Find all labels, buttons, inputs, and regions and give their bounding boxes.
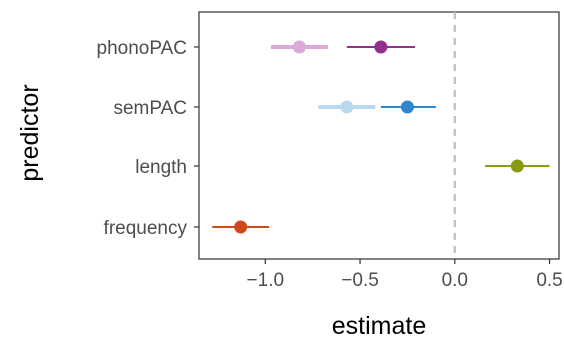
y-tick-label-length: length: [135, 157, 187, 178]
plot-panel-border: [198, 11, 560, 260]
x-tick-label: −1.0: [247, 270, 285, 291]
y-tick-label-phonoPAC: phonoPAC: [97, 38, 188, 59]
y-tick-label-frequency: frequency: [104, 218, 188, 239]
estimate-point-frequency: [234, 220, 248, 234]
y-tick-label-semPAC: semPAC: [113, 98, 187, 119]
estimate-point-semPAC: [340, 100, 354, 114]
x-tick-label: 0.5: [536, 270, 562, 291]
x-tick-label: −0.5: [341, 270, 379, 291]
y-axis-title: predictor: [16, 84, 44, 181]
estimate-point-phonoPAC: [374, 40, 388, 54]
estimate-point-semPAC: [400, 100, 414, 114]
plot-panel: [198, 11, 560, 260]
x-tick-label: 0.0: [442, 270, 468, 291]
estimate-point-length: [510, 159, 524, 173]
estimate-point-phonoPAC: [292, 40, 306, 54]
x-axis-title: estimate: [332, 312, 426, 337]
